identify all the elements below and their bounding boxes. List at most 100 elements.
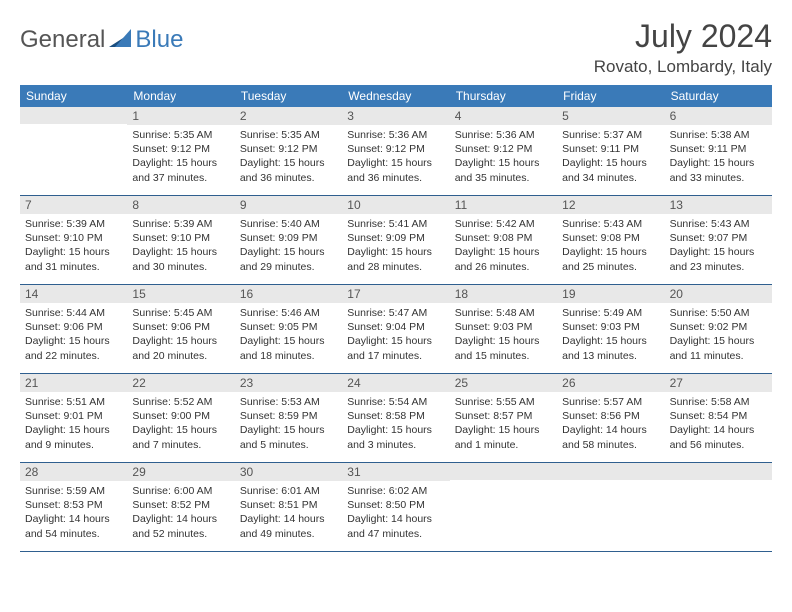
day-body: Sunrise: 6:01 AMSunset: 8:51 PMDaylight:… xyxy=(235,481,342,545)
sunrise-text: Sunrise: 5:40 AM xyxy=(240,217,337,231)
day-number: 18 xyxy=(450,285,557,303)
day-body: Sunrise: 5:45 AMSunset: 9:06 PMDaylight:… xyxy=(127,303,234,367)
sunset-text: Sunset: 9:04 PM xyxy=(347,320,444,334)
day-body: Sunrise: 5:38 AMSunset: 9:11 PMDaylight:… xyxy=(665,125,772,189)
day-body: Sunrise: 5:37 AMSunset: 9:11 PMDaylight:… xyxy=(557,125,664,189)
day-cell xyxy=(450,463,557,551)
sunset-text: Sunset: 9:12 PM xyxy=(132,142,229,156)
sunrise-text: Sunrise: 5:37 AM xyxy=(562,128,659,142)
day-number: 4 xyxy=(450,107,557,125)
day-cell: 21Sunrise: 5:51 AMSunset: 9:01 PMDayligh… xyxy=(20,374,127,462)
sunrise-text: Sunrise: 5:35 AM xyxy=(132,128,229,142)
sunrise-text: Sunrise: 5:43 AM xyxy=(562,217,659,231)
sunset-text: Sunset: 9:12 PM xyxy=(455,142,552,156)
day-body: Sunrise: 5:47 AMSunset: 9:04 PMDaylight:… xyxy=(342,303,449,367)
day-number: 6 xyxy=(665,107,772,125)
sunrise-text: Sunrise: 5:41 AM xyxy=(347,217,444,231)
day-number: 7 xyxy=(20,196,127,214)
sunset-text: Sunset: 8:53 PM xyxy=(25,498,122,512)
day-cell: 23Sunrise: 5:53 AMSunset: 8:59 PMDayligh… xyxy=(235,374,342,462)
day-number: 17 xyxy=(342,285,449,303)
daylight-text: Daylight: 15 hours and 7 minutes. xyxy=(132,423,229,451)
sunrise-text: Sunrise: 5:52 AM xyxy=(132,395,229,409)
day-cell: 28Sunrise: 5:59 AMSunset: 8:53 PMDayligh… xyxy=(20,463,127,551)
daylight-text: Daylight: 15 hours and 13 minutes. xyxy=(562,334,659,362)
day-cell: 15Sunrise: 5:45 AMSunset: 9:06 PMDayligh… xyxy=(127,285,234,373)
weeks-container: 1Sunrise: 5:35 AMSunset: 9:12 PMDaylight… xyxy=(20,107,772,552)
weekday-header-row: Sunday Monday Tuesday Wednesday Thursday… xyxy=(20,85,772,107)
daylight-text: Daylight: 15 hours and 36 minutes. xyxy=(347,156,444,184)
sunrise-text: Sunrise: 5:48 AM xyxy=(455,306,552,320)
sunset-text: Sunset: 9:08 PM xyxy=(455,231,552,245)
daylight-text: Daylight: 15 hours and 1 minute. xyxy=(455,423,552,451)
daylight-text: Daylight: 15 hours and 36 minutes. xyxy=(240,156,337,184)
day-body: Sunrise: 5:43 AMSunset: 9:08 PMDaylight:… xyxy=(557,214,664,278)
day-number xyxy=(557,463,664,480)
day-cell: 18Sunrise: 5:48 AMSunset: 9:03 PMDayligh… xyxy=(450,285,557,373)
weekday-header: Friday xyxy=(557,85,664,107)
weekday-header: Sunday xyxy=(20,85,127,107)
week-row: 28Sunrise: 5:59 AMSunset: 8:53 PMDayligh… xyxy=(20,463,772,552)
day-body: Sunrise: 6:02 AMSunset: 8:50 PMDaylight:… xyxy=(342,481,449,545)
daylight-text: Daylight: 15 hours and 35 minutes. xyxy=(455,156,552,184)
day-cell: 12Sunrise: 5:43 AMSunset: 9:08 PMDayligh… xyxy=(557,196,664,284)
daylight-text: Daylight: 15 hours and 31 minutes. xyxy=(25,245,122,273)
day-number: 14 xyxy=(20,285,127,303)
day-cell: 5Sunrise: 5:37 AMSunset: 9:11 PMDaylight… xyxy=(557,107,664,195)
day-cell: 17Sunrise: 5:47 AMSunset: 9:04 PMDayligh… xyxy=(342,285,449,373)
sunset-text: Sunset: 9:12 PM xyxy=(240,142,337,156)
sunset-text: Sunset: 9:07 PM xyxy=(670,231,767,245)
weekday-header: Monday xyxy=(127,85,234,107)
sunset-text: Sunset: 9:01 PM xyxy=(25,409,122,423)
sunset-text: Sunset: 9:02 PM xyxy=(670,320,767,334)
day-body: Sunrise: 5:55 AMSunset: 8:57 PMDaylight:… xyxy=(450,392,557,456)
day-cell xyxy=(665,463,772,551)
weekday-header: Tuesday xyxy=(235,85,342,107)
daylight-text: Daylight: 15 hours and 3 minutes. xyxy=(347,423,444,451)
day-number: 1 xyxy=(127,107,234,125)
sunrise-text: Sunrise: 6:02 AM xyxy=(347,484,444,498)
day-body: Sunrise: 5:58 AMSunset: 8:54 PMDaylight:… xyxy=(665,392,772,456)
month-title: July 2024 xyxy=(594,18,772,55)
day-number: 9 xyxy=(235,196,342,214)
day-number: 22 xyxy=(127,374,234,392)
sunset-text: Sunset: 9:03 PM xyxy=(562,320,659,334)
day-number: 8 xyxy=(127,196,234,214)
day-body: Sunrise: 5:59 AMSunset: 8:53 PMDaylight:… xyxy=(20,481,127,545)
day-body: Sunrise: 5:36 AMSunset: 9:12 PMDaylight:… xyxy=(450,125,557,189)
week-row: 14Sunrise: 5:44 AMSunset: 9:06 PMDayligh… xyxy=(20,285,772,374)
daylight-text: Daylight: 15 hours and 5 minutes. xyxy=(240,423,337,451)
day-cell: 31Sunrise: 6:02 AMSunset: 8:50 PMDayligh… xyxy=(342,463,449,551)
sunrise-text: Sunrise: 5:43 AM xyxy=(670,217,767,231)
day-cell: 19Sunrise: 5:49 AMSunset: 9:03 PMDayligh… xyxy=(557,285,664,373)
day-cell: 8Sunrise: 5:39 AMSunset: 9:10 PMDaylight… xyxy=(127,196,234,284)
sunset-text: Sunset: 8:52 PM xyxy=(132,498,229,512)
day-body: Sunrise: 5:53 AMSunset: 8:59 PMDaylight:… xyxy=(235,392,342,456)
day-number: 23 xyxy=(235,374,342,392)
title-block: July 2024 Rovato, Lombardy, Italy xyxy=(594,18,772,77)
daylight-text: Daylight: 14 hours and 47 minutes. xyxy=(347,512,444,540)
sunset-text: Sunset: 8:50 PM xyxy=(347,498,444,512)
sunset-text: Sunset: 9:06 PM xyxy=(25,320,122,334)
sunset-text: Sunset: 8:56 PM xyxy=(562,409,659,423)
day-body: Sunrise: 5:36 AMSunset: 9:12 PMDaylight:… xyxy=(342,125,449,189)
day-body: Sunrise: 5:49 AMSunset: 9:03 PMDaylight:… xyxy=(557,303,664,367)
day-body: Sunrise: 5:39 AMSunset: 9:10 PMDaylight:… xyxy=(127,214,234,278)
sunset-text: Sunset: 9:09 PM xyxy=(347,231,444,245)
daylight-text: Daylight: 15 hours and 34 minutes. xyxy=(562,156,659,184)
sunset-text: Sunset: 9:00 PM xyxy=(132,409,229,423)
day-number: 26 xyxy=(557,374,664,392)
header: General Blue July 2024 Rovato, Lombardy,… xyxy=(20,18,772,77)
sunrise-text: Sunrise: 5:53 AM xyxy=(240,395,337,409)
sunrise-text: Sunrise: 5:39 AM xyxy=(132,217,229,231)
day-number: 27 xyxy=(665,374,772,392)
sunrise-text: Sunrise: 5:51 AM xyxy=(25,395,122,409)
day-cell: 7Sunrise: 5:39 AMSunset: 9:10 PMDaylight… xyxy=(20,196,127,284)
daylight-text: Daylight: 15 hours and 26 minutes. xyxy=(455,245,552,273)
logo-text-blue: Blue xyxy=(135,26,183,54)
sunrise-text: Sunrise: 5:57 AM xyxy=(562,395,659,409)
day-body: Sunrise: 5:43 AMSunset: 9:07 PMDaylight:… xyxy=(665,214,772,278)
day-body: Sunrise: 5:57 AMSunset: 8:56 PMDaylight:… xyxy=(557,392,664,456)
daylight-text: Daylight: 14 hours and 49 minutes. xyxy=(240,512,337,540)
sunset-text: Sunset: 9:09 PM xyxy=(240,231,337,245)
